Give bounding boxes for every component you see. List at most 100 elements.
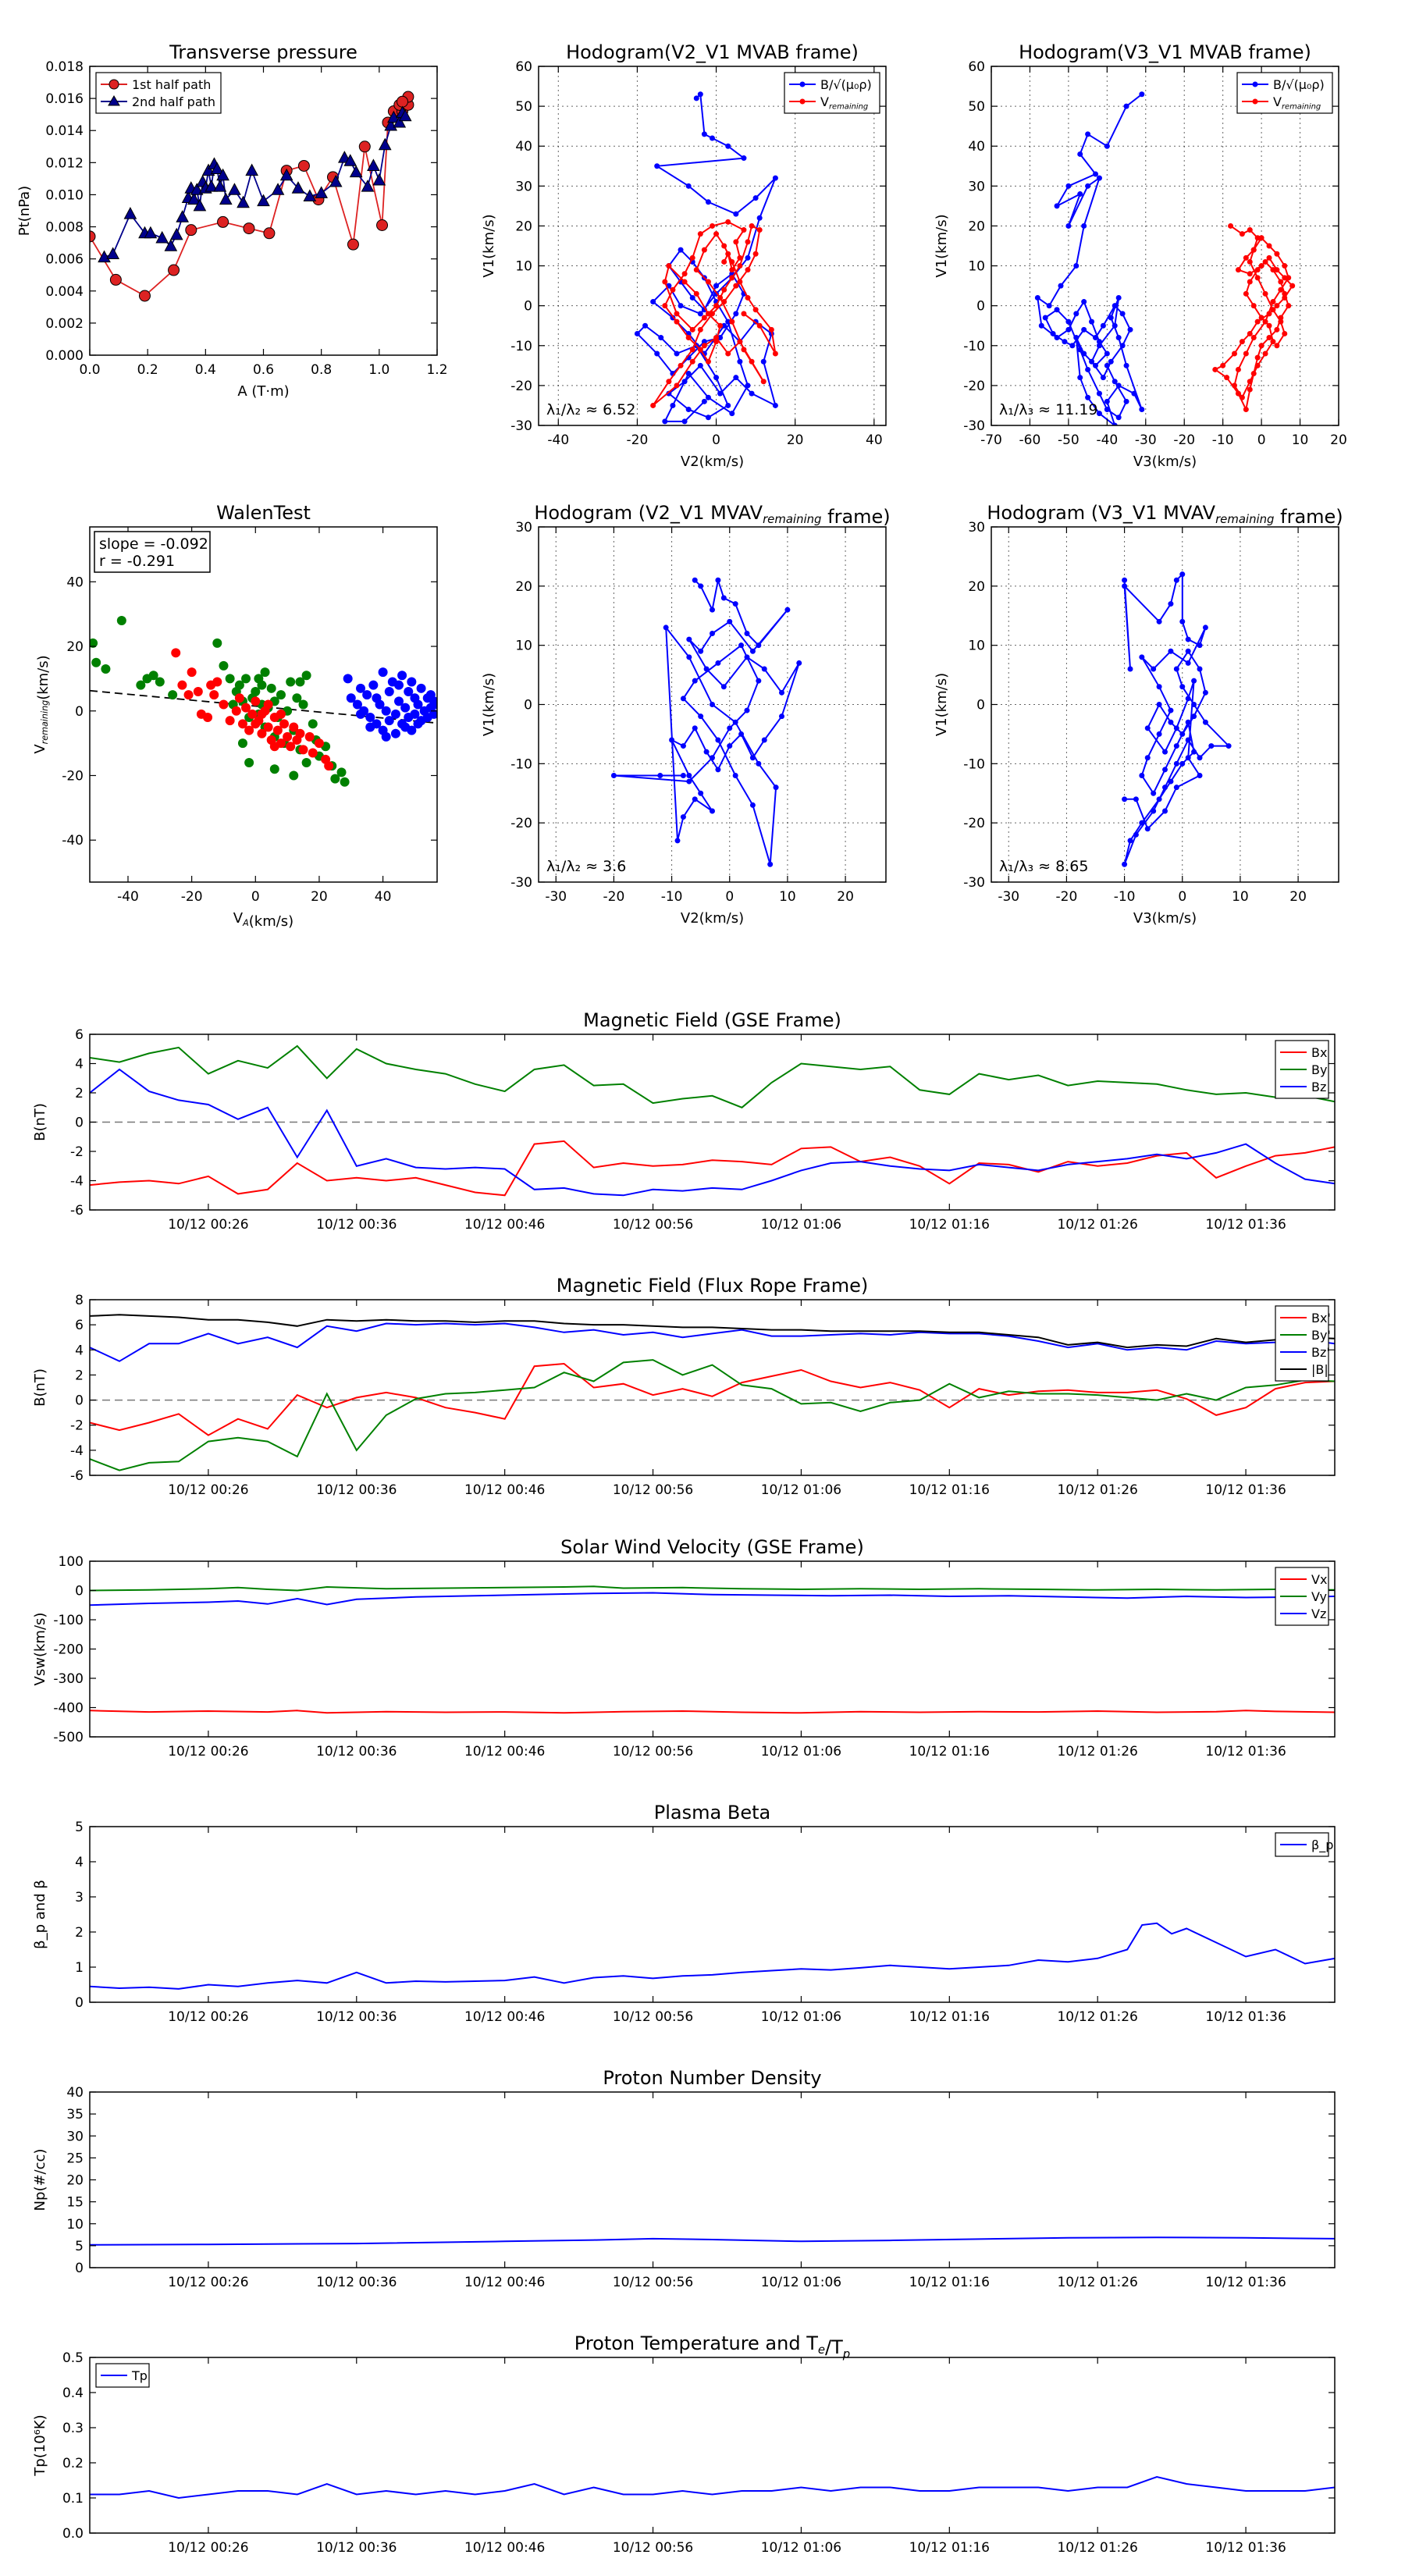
data-point (138, 290, 151, 302)
legend: B/√(μ₀ρ) Vremaining (1236, 72, 1333, 114)
data-point (336, 767, 347, 777)
data-point (1266, 322, 1272, 329)
data-point (749, 802, 756, 808)
data-point (697, 347, 703, 353)
data-point (701, 398, 707, 404)
y-tick-label: 2 (75, 1925, 84, 1941)
data-point (1212, 366, 1218, 372)
data-point (394, 680, 404, 690)
data-point (1282, 263, 1288, 269)
data-point (729, 258, 735, 265)
y-tick-label: 4 (75, 1057, 84, 1073)
data-point (713, 283, 720, 289)
data-point (1073, 311, 1080, 317)
y-tick-label: -6 (70, 1203, 84, 1219)
data-point (1139, 773, 1145, 778)
data-point (1224, 375, 1230, 381)
y-tick-label: 60 (515, 59, 532, 75)
data-point (692, 577, 698, 583)
data-point (1179, 731, 1186, 737)
data-point (1168, 778, 1174, 785)
x-tick-label: 10/12 00:26 (168, 2540, 248, 2556)
data-point (404, 686, 414, 696)
data-point (1266, 311, 1272, 317)
x-tick-label: 20 (1330, 432, 1347, 448)
data-point (737, 339, 743, 345)
data-point (343, 154, 357, 166)
stats-text: slope = -0.092 (99, 535, 208, 553)
data-point (760, 379, 767, 385)
data-point (1093, 171, 1098, 177)
data-point (1096, 339, 1102, 345)
data-point (1112, 422, 1118, 425)
data-point (1096, 411, 1102, 417)
data-point (717, 335, 724, 341)
data-point (666, 379, 672, 385)
data-point (701, 131, 707, 137)
data-point (1262, 350, 1268, 357)
data-point (1104, 143, 1110, 149)
data-point (1202, 689, 1208, 696)
data-point (384, 686, 394, 696)
y-tick-label: 0 (524, 698, 532, 713)
data-point (1250, 247, 1257, 253)
data-point (749, 755, 756, 761)
data-point (662, 418, 668, 425)
data-point (1156, 731, 1162, 737)
x-tick-label: 10/12 00:26 (168, 1744, 248, 1759)
data-point (98, 250, 111, 263)
x-tick-label: 10 (1292, 432, 1309, 448)
legend-box (95, 72, 222, 114)
x-tick-label: 10/12 01:26 (1057, 1744, 1137, 1759)
data-point (394, 696, 404, 706)
eigenvalue-ratio-label: λ₁/λ₃ ≈ 8.65 (999, 858, 1088, 875)
data-point (650, 299, 656, 305)
data-point (1077, 191, 1083, 197)
y-axis-label: β_p and β (32, 1880, 48, 1949)
data-point (397, 671, 407, 681)
data-point (717, 390, 724, 397)
data-point (272, 725, 283, 735)
data-point (1179, 684, 1186, 690)
x-tick-label: 10/12 01:16 (909, 1217, 990, 1233)
data-point (241, 674, 251, 684)
legend-marker (799, 98, 806, 105)
data-point (772, 175, 778, 181)
x-tick-label: 0 (1178, 889, 1186, 905)
data-point (1115, 294, 1122, 301)
data-point (772, 350, 778, 357)
data-point (727, 725, 733, 731)
data-point (715, 737, 721, 743)
data-point (237, 719, 247, 729)
data-point (1119, 343, 1126, 349)
data-point (1270, 299, 1276, 305)
data-point (279, 719, 290, 729)
legend-label: B/√(μ₀ρ) (820, 77, 872, 92)
data-point (1197, 773, 1203, 778)
data-point (298, 699, 308, 710)
plot-area (90, 2236, 1335, 2246)
data-point (1112, 379, 1118, 385)
legend-marker (1252, 81, 1258, 87)
y-tick-label: -100 (53, 1613, 84, 1628)
data-point (705, 199, 711, 205)
data-point (1085, 183, 1091, 189)
data-point (1243, 254, 1249, 261)
y-tick-label: 0 (524, 299, 532, 315)
data-point (685, 183, 692, 189)
axes-frame (89, 1299, 1336, 1476)
data-point (737, 254, 743, 261)
data-point (314, 738, 324, 749)
series-line-0 (90, 2236, 1335, 2246)
data-point (1266, 335, 1272, 341)
data-point (737, 358, 743, 365)
x-tick-label: 10/12 00:36 (316, 1482, 397, 1498)
data-point (1262, 318, 1268, 325)
data-point (1115, 415, 1122, 421)
data-point (413, 719, 423, 729)
data-point (1185, 660, 1191, 666)
legend-marker (1252, 98, 1258, 105)
x-tick-label: 10/12 01:06 (761, 1217, 841, 1233)
data-point (1278, 318, 1284, 325)
